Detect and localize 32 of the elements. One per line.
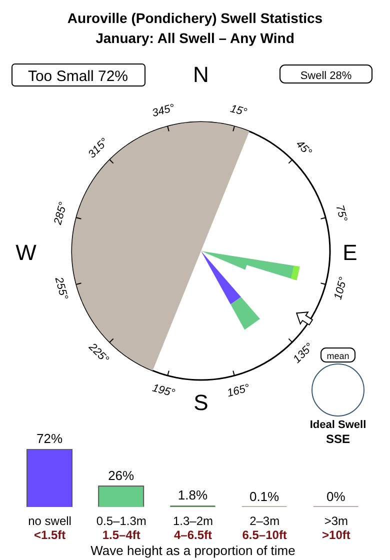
- text: 195°: [150, 382, 177, 400]
- x-axis-title: Wave height as a proportion of time: [90, 543, 296, 559]
- text: Too Small 72%: [28, 68, 128, 85]
- text: 15°: [228, 102, 249, 119]
- text: S: [194, 390, 208, 415]
- data-label: 0.1%: [249, 488, 280, 504]
- data-label: 1.8%: [178, 488, 208, 503]
- x-tick-label: 0.5–1.3m 1.5–4ft: [96, 514, 146, 542]
- text: Auroville (Pondichery) Swell Statistics: [67, 10, 323, 26]
- text: Swell 28%: [300, 70, 352, 82]
- x-tick-label: 1.3–2m 4–6.5ft: [172, 514, 214, 542]
- text: 285°: [52, 200, 70, 227]
- text: mean: [326, 351, 350, 361]
- text: 75°: [333, 204, 350, 224]
- x-tick-label: 2–3m 6.5–10ft: [242, 514, 287, 542]
- text: 255°: [52, 274, 70, 302]
- data-label: 72%: [36, 431, 63, 446]
- text: January: All Swell – Any Wind: [96, 30, 294, 46]
- text: SSE: [326, 432, 350, 446]
- text: W: [16, 240, 37, 265]
- text: 225°: [86, 340, 112, 366]
- text: E: [342, 240, 358, 265]
- text: N: [193, 62, 209, 87]
- x-tick-label: >3m >10ft: [322, 514, 350, 542]
- text: Ideal Swell: [310, 419, 366, 431]
- text: 165°: [226, 382, 252, 400]
- text: 345°: [150, 102, 177, 120]
- text: 45°: [293, 138, 314, 159]
- x-tick-label: no swell <1.5ft: [28, 514, 72, 542]
- text: 105°: [332, 275, 350, 302]
- data-label: 0%: [326, 489, 346, 504]
- data-label: 26%: [108, 468, 135, 484]
